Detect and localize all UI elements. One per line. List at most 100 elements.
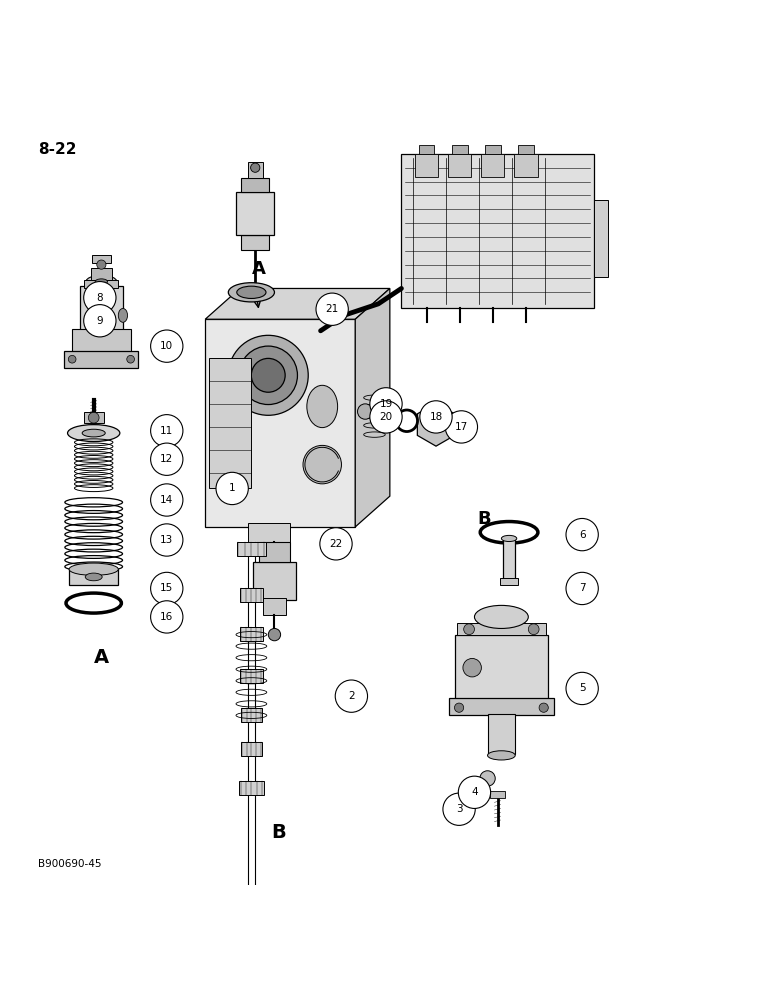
Circle shape (539, 703, 548, 712)
Circle shape (83, 305, 116, 337)
Bar (84, 280, 118, 288)
Bar (594, 200, 608, 277)
Circle shape (151, 601, 183, 633)
Text: 13: 13 (160, 535, 174, 545)
Circle shape (566, 672, 598, 705)
Text: B900690-45: B900690-45 (39, 859, 102, 869)
Circle shape (420, 401, 452, 433)
Text: 17: 17 (455, 422, 468, 432)
Text: 15: 15 (160, 583, 174, 593)
Text: 20: 20 (379, 412, 393, 422)
Text: 10: 10 (161, 341, 174, 351)
Ellipse shape (82, 429, 105, 437)
Circle shape (370, 401, 402, 433)
Bar (499, 578, 518, 585)
Bar (240, 588, 263, 602)
Polygon shape (355, 288, 390, 527)
Text: 4: 4 (471, 787, 478, 797)
Circle shape (88, 412, 99, 423)
Bar (237, 542, 266, 556)
Circle shape (370, 388, 402, 420)
Circle shape (480, 771, 495, 786)
Circle shape (96, 260, 106, 269)
Text: 21: 21 (326, 304, 339, 314)
Bar (488, 714, 515, 754)
Text: 8: 8 (96, 293, 103, 303)
Circle shape (127, 355, 134, 363)
Bar (65, 351, 138, 368)
Circle shape (443, 793, 476, 825)
Bar (72, 329, 130, 352)
Text: 1: 1 (229, 483, 235, 493)
Bar (482, 154, 504, 177)
Ellipse shape (86, 275, 117, 288)
Circle shape (151, 443, 183, 475)
Bar (240, 627, 263, 641)
Bar (242, 235, 269, 250)
Bar (419, 145, 435, 154)
Text: 7: 7 (579, 583, 585, 593)
Circle shape (455, 703, 464, 712)
Ellipse shape (229, 283, 275, 302)
Circle shape (151, 572, 183, 605)
Bar (83, 412, 103, 423)
Circle shape (229, 335, 308, 415)
Bar (241, 742, 262, 756)
Text: 2: 2 (348, 691, 354, 701)
Text: 14: 14 (160, 495, 174, 505)
Text: 11: 11 (160, 426, 174, 436)
Circle shape (252, 358, 285, 392)
Bar (241, 708, 262, 722)
Circle shape (151, 415, 183, 447)
Bar (239, 781, 264, 795)
Text: 5: 5 (579, 683, 585, 693)
Bar (69, 569, 118, 585)
Bar (449, 698, 554, 715)
Text: 12: 12 (160, 454, 174, 464)
Circle shape (528, 624, 539, 635)
Ellipse shape (237, 286, 266, 298)
Circle shape (68, 355, 76, 363)
Ellipse shape (475, 605, 528, 628)
Bar (457, 623, 546, 635)
Text: B: B (271, 823, 286, 842)
Circle shape (269, 628, 280, 641)
Circle shape (566, 572, 598, 605)
Text: A: A (94, 648, 109, 667)
Bar (253, 562, 296, 600)
Circle shape (464, 624, 475, 635)
Ellipse shape (85, 573, 102, 581)
Bar (518, 145, 533, 154)
Bar (490, 791, 505, 798)
Ellipse shape (67, 425, 120, 442)
Bar (242, 919, 262, 933)
Circle shape (303, 445, 341, 484)
Bar (236, 945, 267, 950)
Bar (80, 286, 123, 332)
Text: 19: 19 (379, 399, 393, 409)
Text: 18: 18 (429, 412, 442, 422)
Polygon shape (205, 319, 355, 527)
Bar (415, 154, 438, 177)
Bar (259, 542, 290, 562)
Circle shape (216, 472, 249, 505)
Bar (248, 523, 290, 542)
Bar (449, 154, 472, 177)
Ellipse shape (488, 751, 515, 760)
Bar (452, 145, 468, 154)
Bar (209, 358, 252, 488)
Text: 3: 3 (455, 804, 462, 814)
Circle shape (239, 346, 297, 405)
Circle shape (459, 776, 491, 808)
Text: 8-22: 8-22 (39, 142, 76, 157)
Ellipse shape (501, 535, 516, 542)
Circle shape (316, 293, 348, 325)
Ellipse shape (69, 563, 118, 575)
Bar (486, 145, 500, 154)
Ellipse shape (306, 385, 337, 428)
Circle shape (320, 528, 352, 560)
Bar (455, 635, 547, 700)
Bar (401, 154, 594, 308)
Circle shape (445, 411, 478, 443)
Ellipse shape (95, 279, 107, 284)
